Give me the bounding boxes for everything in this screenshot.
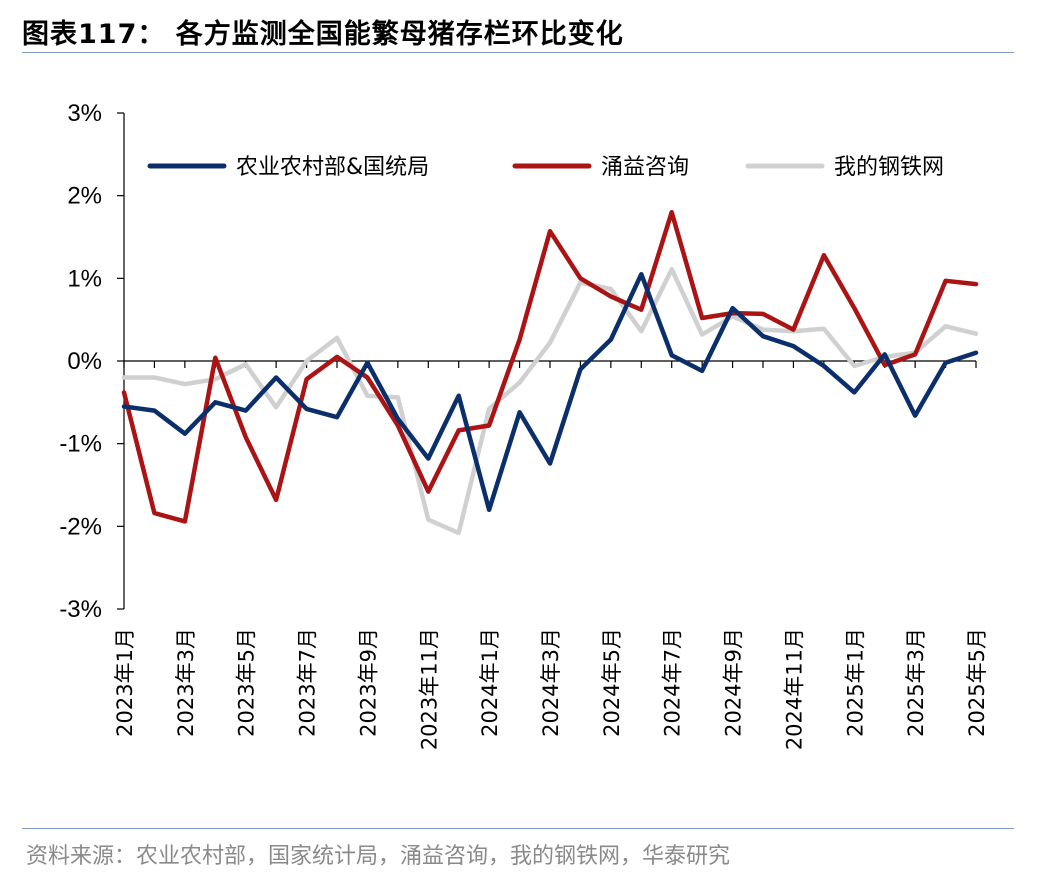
- y-tick-label: 0%: [67, 348, 102, 375]
- y-tick-label: 1%: [67, 265, 102, 292]
- y-tick-label: -2%: [59, 513, 102, 540]
- x-tick-label: 2024年7月: [661, 628, 685, 737]
- chart-title: 图表117： 各方监测全国能繁母猪存栏环比变化: [22, 19, 624, 50]
- chart-lines: [121, 209, 979, 536]
- y-tick-label: 3%: [67, 100, 102, 127]
- source-divider: [22, 828, 1014, 829]
- legend-label: 我的钢铁网: [834, 155, 944, 180]
- x-tick-label: 2024年9月: [722, 628, 746, 737]
- legend-label: 农业农村部&国统局: [236, 155, 429, 180]
- x-tick-label: 2023年1月: [113, 628, 137, 737]
- chart-axes: 3% 2% 1% 0% -1% -2% -3% 2023年1月 2023年3月 2023年5月 20…: [59, 100, 989, 750]
- x-tick-label: 2025年3月: [904, 628, 928, 737]
- x-tick-label: 2023年5月: [235, 628, 259, 737]
- x-tick-label: 2023年3月: [174, 628, 198, 737]
- title-divider: [22, 52, 1014, 53]
- x-tick-label: 2025年5月: [965, 628, 989, 737]
- x-tick-label: 2024年3月: [539, 628, 563, 737]
- legend-label: 涌益咨询: [601, 155, 689, 180]
- x-tick-label: 2025年1月: [843, 628, 867, 737]
- y-tick-label: -1%: [59, 431, 102, 458]
- series-line-0: [121, 271, 979, 513]
- chart-legend: 农业农村部&国统局 涌益咨询 我的钢铁网: [147, 155, 944, 180]
- y-tick-label: 2%: [67, 183, 102, 210]
- x-tick-label: 2023年7月: [296, 628, 320, 737]
- x-tick-label: 2024年5月: [600, 628, 624, 737]
- x-tick-label: 2024年11月: [782, 628, 806, 750]
- x-tick-label: 2023年11月: [417, 628, 441, 750]
- series-line-2: [121, 266, 979, 536]
- x-tick-label: 2023年9月: [356, 628, 380, 737]
- source-note: 资料来源：农业农村部，国家统计局，涌益咨询，我的钢铁网，华泰研究: [26, 844, 731, 869]
- x-tick-label: 2024年1月: [478, 628, 502, 737]
- series-line-1: [121, 209, 979, 524]
- y-tick-label: -3%: [59, 596, 102, 623]
